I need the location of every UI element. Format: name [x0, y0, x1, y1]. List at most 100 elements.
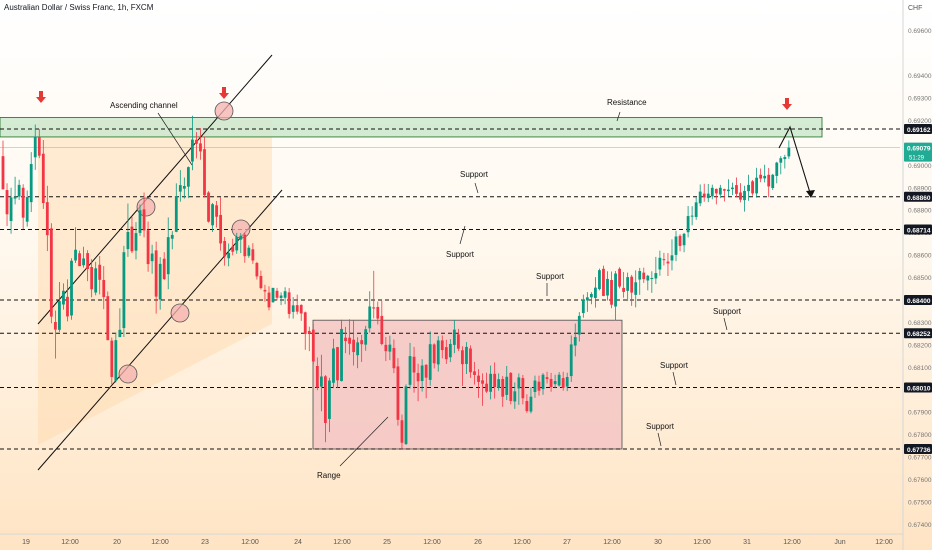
- price-label-text: 0.68010: [907, 386, 931, 393]
- candle-body: [549, 378, 553, 388]
- candle-body: [602, 268, 605, 296]
- y-tick-label: 0.67500: [908, 499, 932, 506]
- candle-body: [505, 376, 509, 395]
- candle-body: [606, 278, 609, 296]
- candle-body: [74, 249, 77, 261]
- candle-body: [186, 167, 190, 187]
- candle-body: [138, 210, 142, 233]
- candle-body: [5, 190, 9, 215]
- candle-body: [49, 228, 53, 317]
- candle-body: [255, 262, 259, 277]
- candle-body: [283, 291, 287, 298]
- candle-body: [440, 340, 444, 351]
- candle-body: [328, 380, 331, 419]
- candle-body: [718, 187, 722, 195]
- x-tick-label: 19: [22, 539, 30, 546]
- price-label-box: [904, 124, 932, 134]
- candle-body: [404, 386, 408, 445]
- x-tick-label: 23: [201, 539, 209, 546]
- candle-body: [545, 377, 549, 379]
- annotation-pointer: [459, 225, 466, 245]
- candle-body: [698, 191, 702, 204]
- candle-body: [517, 377, 521, 389]
- candle-body: [779, 158, 783, 163]
- candle-body: [416, 372, 420, 382]
- candle-body: [771, 174, 775, 189]
- candle-body: [130, 226, 134, 252]
- candle-body: [150, 253, 154, 262]
- candle-body: [166, 237, 170, 275]
- price-label-box: [904, 191, 932, 202]
- candle-body: [223, 240, 227, 257]
- candle-body: [13, 196, 17, 199]
- candle-body: [21, 187, 25, 218]
- candle-body: [1, 156, 5, 190]
- x-tick-label: 12:00: [513, 539, 531, 546]
- annotation-pointer: [339, 416, 389, 467]
- candle-body: [513, 391, 517, 402]
- price-label-text: 0.69162: [907, 127, 931, 134]
- touch-point-circle: [118, 364, 138, 384]
- y-tick-label: 0.69300: [908, 96, 932, 103]
- candle-body: [658, 257, 662, 270]
- touch-point-circle: [170, 303, 190, 323]
- price-label-box: [904, 294, 932, 305]
- candle-body: [630, 276, 634, 293]
- candle-body: [263, 289, 267, 292]
- candle-body: [747, 184, 750, 192]
- candle-body: [207, 192, 210, 222]
- annotation-label: Resistance: [607, 98, 647, 107]
- annotation-pointer: [157, 112, 193, 166]
- x-tick-label: 20: [113, 539, 121, 546]
- y-tick-label: 0.68100: [908, 365, 932, 372]
- annotation-pointer: [657, 432, 662, 447]
- candle-body: [565, 376, 569, 387]
- candle-body: [646, 275, 650, 281]
- down-arrow-icon: [36, 91, 46, 103]
- candle-body: [573, 337, 577, 346]
- candle-body: [134, 233, 138, 251]
- annotation-label: Range: [317, 471, 341, 480]
- candle-body: [509, 372, 513, 401]
- annotation-pointer: [474, 182, 479, 194]
- candle-body: [384, 344, 388, 352]
- candle-body: [303, 312, 307, 334]
- candle-body: [380, 315, 384, 344]
- y-tick-label: 0.67800: [908, 432, 932, 439]
- candle-body: [191, 139, 194, 162]
- candle-body: [622, 287, 626, 292]
- candle-body: [199, 143, 202, 152]
- candle-body: [456, 334, 460, 349]
- candle-body: [424, 364, 428, 378]
- x-tick-label: 24: [294, 539, 302, 546]
- projection-arrow-icon: [806, 190, 815, 198]
- candle-body: [376, 306, 380, 319]
- candle-body: [714, 188, 718, 194]
- candle-body: [41, 153, 45, 204]
- y-tick-label: 0.68300: [908, 320, 932, 327]
- candle-body: [215, 205, 218, 217]
- candle-body: [158, 263, 162, 300]
- current-price-text: 0.69079: [907, 146, 931, 153]
- projection-line: [778, 125, 812, 197]
- touch-point-circle: [214, 101, 234, 121]
- candle-body: [412, 356, 416, 373]
- candle-body: [295, 305, 299, 312]
- candle-body: [86, 253, 90, 270]
- price-label-box: [904, 224, 932, 235]
- y-tick-label: 0.67600: [908, 477, 932, 484]
- candle-body: [388, 344, 392, 352]
- candle-body: [348, 337, 351, 344]
- candle-body: [662, 259, 666, 261]
- x-tick-label: 31: [743, 539, 751, 546]
- price-label-text: 0.68860: [907, 195, 931, 202]
- candle-body: [17, 184, 21, 197]
- candle-body: [324, 376, 327, 423]
- candle-body: [311, 329, 315, 362]
- candle-body: [461, 350, 464, 365]
- candle-body: [29, 164, 33, 203]
- candle-body: [706, 193, 710, 199]
- x-tick-label: 12:00: [333, 539, 351, 546]
